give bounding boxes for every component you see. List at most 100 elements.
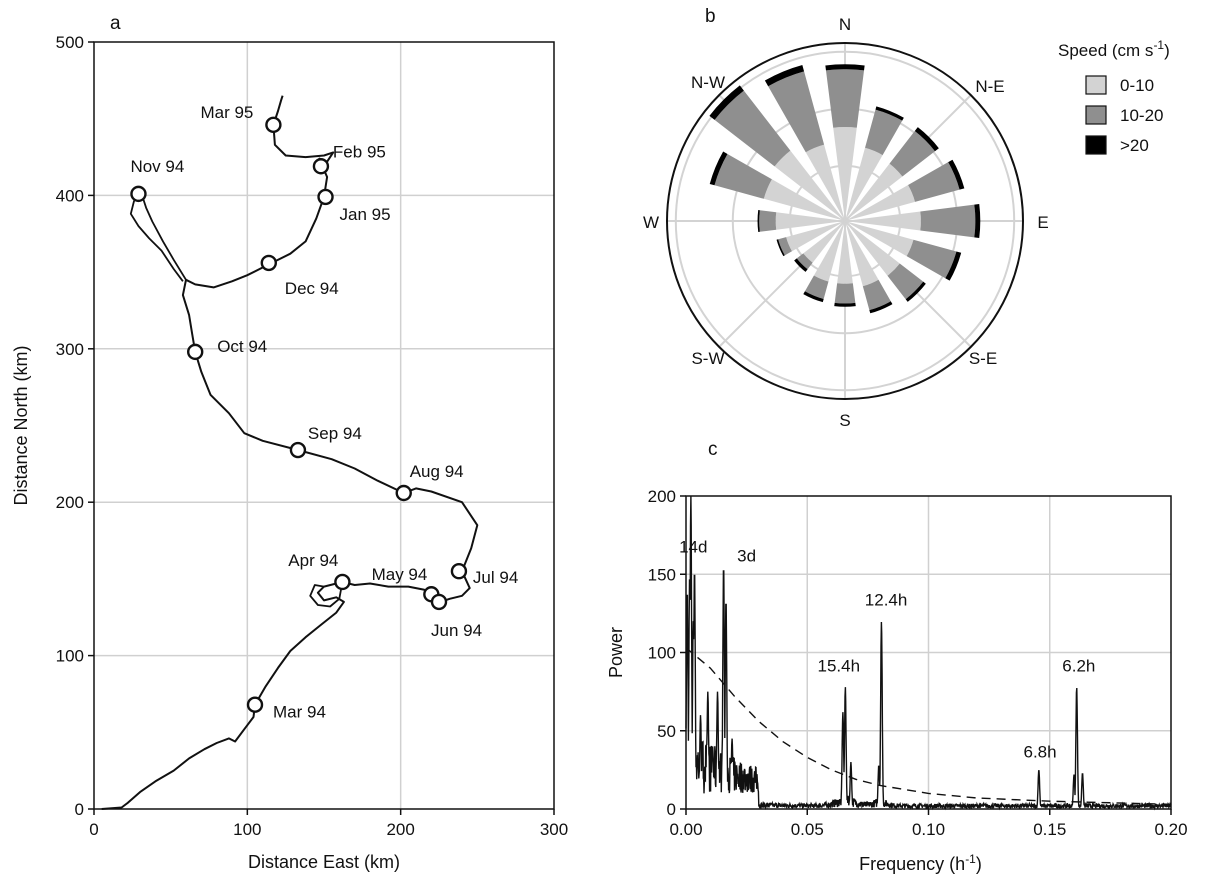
legend-swatch (1085, 135, 1107, 155)
y-tick-label: 150 (648, 565, 676, 584)
rose-wedge-gt20 (764, 65, 805, 87)
panel-label-b: b (705, 6, 716, 27)
month-label: Mar 95 (200, 103, 253, 122)
legend-title-superscript: -1 (1153, 38, 1164, 52)
rose-wedge-10-20 (768, 71, 825, 153)
x-tick-label: 100 (233, 820, 261, 839)
rose-wedge-0-10 (786, 221, 845, 252)
month-label: Jun 94 (431, 621, 482, 640)
month-label: May 94 (372, 565, 428, 584)
month-label: Dec 94 (285, 279, 339, 298)
x-tick-label: 0.00 (669, 820, 702, 839)
legend-title-text: Speed (cm s (1058, 41, 1153, 60)
direction-label: S-W (691, 349, 724, 368)
y-axis-label: Distance North (km) (11, 345, 31, 505)
power-spectrum-line (685, 495, 1172, 811)
rose-wedge-0-10 (845, 147, 883, 221)
rose-wedge-10-20 (778, 237, 792, 256)
x-tick-label: 0.10 (912, 820, 945, 839)
x-tick-label: 0.05 (791, 820, 824, 839)
rose-wedge-gt20 (757, 210, 760, 232)
rose-wedge-10-20 (889, 131, 935, 177)
x-axis-label: Distance East (km) (248, 852, 400, 872)
legend-swatch (1085, 105, 1107, 125)
rose-wedge-10-20 (825, 69, 865, 128)
month-label: Jan 95 (340, 205, 391, 224)
rose-wedge-0-10 (845, 185, 916, 221)
rose-wedge-10-20 (908, 162, 960, 202)
direction-label: N-E (975, 77, 1004, 96)
month-label: Oct 94 (217, 337, 267, 356)
rose-wedge-0-10 (845, 221, 900, 276)
peak-annotation: 6.2h (1062, 656, 1095, 675)
x-tick-label: 300 (540, 820, 568, 839)
direction-label: S-E (969, 349, 997, 368)
rose-wedge-0-10 (813, 221, 845, 282)
month-marker (430, 593, 448, 611)
rose-wedge-0-10 (845, 163, 903, 221)
y-tick-label: 100 (56, 647, 84, 666)
month-label: Sep 94 (308, 424, 362, 443)
legend-item-label: >20 (1120, 136, 1149, 155)
rose-wedge-0-10 (774, 150, 845, 221)
x-tick-label: 0.15 (1033, 820, 1066, 839)
drifter-track-loop-nov (129, 192, 187, 282)
month-marker (395, 484, 412, 502)
month-label: Jul 94 (473, 568, 518, 587)
rose-wedge-gt20 (794, 258, 808, 272)
direction-label: N-W (691, 73, 725, 92)
x-axis-label-xlabel_close: ) (976, 854, 982, 874)
rose-wedge-10-20 (759, 210, 777, 232)
rose-wedge-0-10 (775, 212, 845, 230)
y-axis-label: Power (606, 627, 626, 678)
panel-a-trajectory-chart: 0 100 200 300 0 100 200 300 400 500 Distance East … (11, 33, 568, 872)
month-marker (334, 573, 351, 591)
rose-wedge-gt20 (945, 251, 962, 281)
panel-labels: a b c (110, 6, 718, 460)
legend-title: Speed (cm s-1) (1058, 38, 1170, 60)
month-label: Aug 94 (410, 462, 464, 481)
rose-wedge-10-20 (887, 263, 924, 300)
rose-wedge-0-10 (833, 126, 857, 221)
month-marker (312, 158, 330, 175)
month-label: Mar 94 (273, 703, 326, 722)
rose-wedge-gt20 (875, 106, 904, 121)
y-tick-label: 300 (56, 340, 84, 359)
x-axis-label-xlabel_superscript: -1 (965, 852, 976, 866)
rose-wedge-gt20 (974, 204, 981, 238)
y-tick-label: 200 (648, 487, 676, 506)
rose-wedge-0-10 (763, 179, 845, 221)
month-marker (265, 116, 282, 134)
rose-wedge-0-10 (845, 221, 914, 257)
y-tick-label: 200 (56, 493, 84, 512)
rose-wedge-10-20 (862, 279, 891, 311)
month-marker (450, 563, 468, 580)
direction-label: E (1037, 213, 1048, 232)
rose-wedge-gt20 (825, 64, 865, 71)
peak-annotation: 14d (679, 537, 707, 556)
month-marker (260, 254, 277, 272)
rose-wedge-10-20 (714, 153, 772, 199)
peak-annotation: 3d (737, 547, 756, 566)
plot-frame (93, 41, 555, 810)
rose-wedge-gt20 (914, 127, 939, 152)
rose-wedge-gt20 (709, 85, 744, 120)
rose-wedge-gt20 (905, 281, 926, 302)
y-tick-label: 400 (56, 186, 84, 205)
drifter-track-loop-apr (309, 581, 344, 608)
month-marker (317, 188, 334, 206)
month-marker (186, 343, 204, 361)
month-marker (246, 696, 264, 713)
panel-b-rose-chart: N N-E E S-E S S-W W N-W Speed (cm s-1) 0-10 10-20 >… (643, 15, 1170, 430)
peak-annotation: 6.8h (1024, 742, 1057, 761)
x-tick-label: 0.20 (1154, 820, 1187, 839)
rose-outer-circle (666, 42, 1024, 400)
rose-wedge-0-10 (805, 144, 845, 221)
month-label: Nov 94 (130, 157, 184, 176)
direction-label: W (643, 213, 659, 232)
rose-wedge-0-10 (845, 211, 921, 231)
rose-wedge-gt20 (948, 159, 965, 190)
month-label: Feb 95 (333, 142, 386, 161)
y-tick-label: 50 (657, 722, 676, 741)
